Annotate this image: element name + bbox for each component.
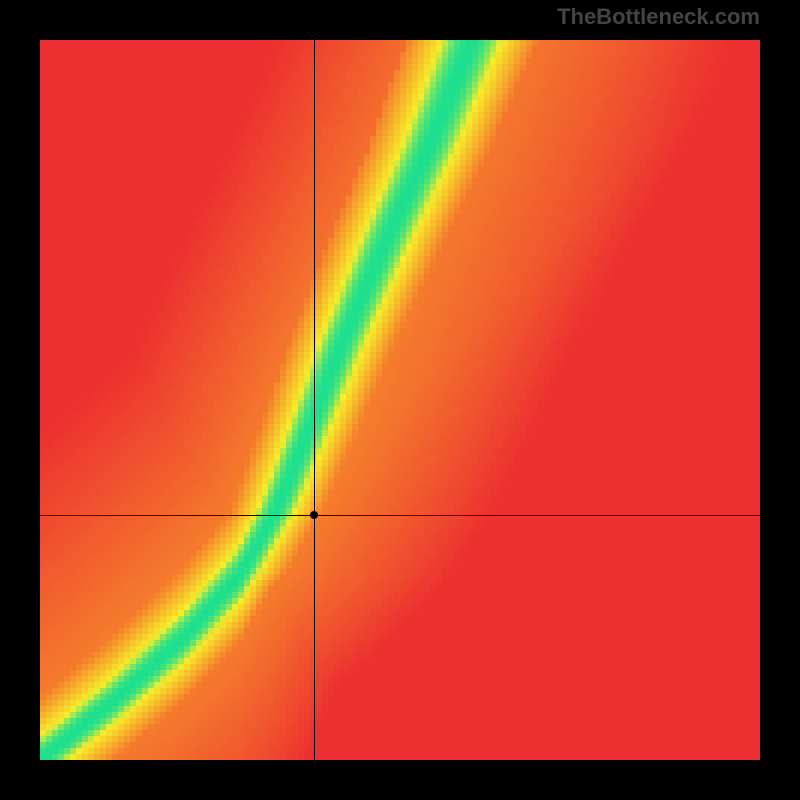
watermark-text: TheBottleneck.com (557, 4, 760, 30)
heatmap-canvas (40, 40, 760, 760)
heatmap-chart (40, 40, 760, 760)
crosshair-horizontal (40, 515, 760, 516)
crosshair-dot (310, 511, 318, 519)
crosshair-vertical (314, 40, 315, 760)
